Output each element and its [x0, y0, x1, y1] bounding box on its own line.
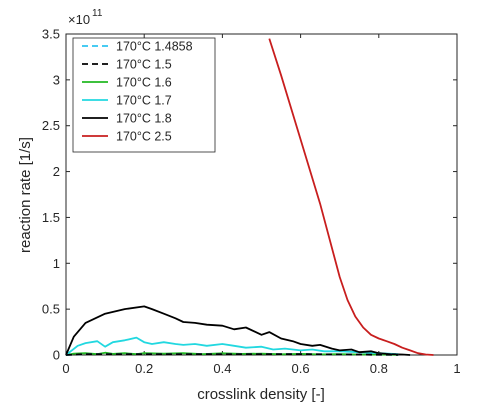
y-tick-label: 3 [53, 72, 60, 87]
legend-label-2: 170°C 1.6 [116, 76, 172, 90]
legend-label-4: 170°C 1.8 [116, 112, 172, 126]
legend: 170°C 1.4858 170°C 1.5 170°C 1.6 170°C 1.7 1… [72, 37, 216, 153]
legend-label-0: 170°C 1.4858 [116, 40, 193, 54]
y-multiplier-exponent: 11 [92, 8, 103, 19]
y-tick-label: 0.5 [42, 302, 60, 317]
x-axis-label: crosslink density [-] [197, 386, 325, 403]
series-layer [65, 38, 434, 356]
y-tick-label: 2.5 [42, 118, 60, 133]
x-tick-label: 0.2 [135, 361, 153, 376]
x-tick-label: 0.4 [213, 361, 231, 376]
x-tick-label: 0 [62, 361, 69, 376]
legend-label-5: 170°C 2.5 [116, 130, 172, 144]
x-tick-label: 0.6 [292, 361, 310, 376]
axis-ticks: 0 0.2 0.4 0.6 0.8 1 0 0.5 1 1.5 2 2.5 3 3.5 [42, 27, 461, 377]
y-tick-label: 2 [53, 164, 60, 179]
series-line-5 [268, 38, 434, 356]
y-tick-label: 3.5 [42, 27, 60, 42]
y-tick-label: 0 [53, 348, 60, 363]
y-tick-label: 1.5 [42, 210, 60, 225]
series-line-3 [65, 336, 399, 356]
y-multiplier-label: ×10 [68, 12, 90, 27]
legend-box [72, 37, 216, 153]
y-tick-label: 1 [53, 256, 60, 271]
y-axis-label: reaction rate [1/s] [17, 137, 34, 253]
series-line-1 [65, 353, 399, 356]
series-line-4 [65, 305, 411, 356]
x-tick-label: 0.8 [370, 361, 388, 376]
x-tick-label: 1 [453, 361, 460, 376]
legend-label-3: 170°C 1.7 [116, 94, 172, 108]
legend-label-1: 170°C 1.5 [116, 58, 172, 72]
